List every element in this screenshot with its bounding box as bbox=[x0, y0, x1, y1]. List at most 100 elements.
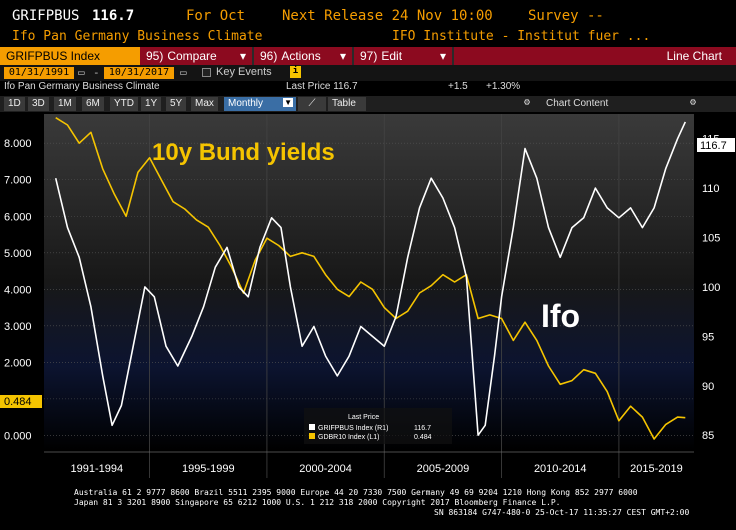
chart-content-button[interactable]: Chart Content bbox=[546, 98, 609, 109]
line-chart: 8.0007.0006.0005.0004.0003.0002.0001.000… bbox=[0, 114, 735, 478]
ticker-header: GRIFPBUS 116.7 For Oct Next Release 24 N… bbox=[0, 8, 736, 28]
range-dash: - bbox=[93, 66, 100, 79]
key-events-checkbox[interactable] bbox=[202, 68, 211, 77]
actions-label: Actions bbox=[281, 49, 321, 63]
end-date-input[interactable]: 10/31/2017 bbox=[104, 67, 174, 79]
left-tick-label: 3.000 bbox=[4, 321, 32, 333]
right-tick-label: 105 bbox=[702, 233, 720, 245]
chevron-down-icon: ▾ bbox=[239, 49, 246, 63]
edit-button[interactable]: 97) Edit ▾ bbox=[354, 47, 452, 65]
right-last-value: 116.7 bbox=[700, 140, 727, 152]
chevron-down-icon: ▼ bbox=[283, 98, 293, 107]
calendar-icon[interactable]: ▭ bbox=[78, 66, 85, 79]
security-field[interactable]: GRIFPBUS Index bbox=[0, 47, 140, 65]
period-ytd-button[interactable]: YTD bbox=[110, 97, 138, 111]
period-3d-button[interactable]: 3D bbox=[28, 97, 49, 111]
start-date-input[interactable]: 01/31/1991 bbox=[4, 67, 74, 79]
left-tick-label: 6.000 bbox=[4, 211, 32, 223]
table-button[interactable]: Table bbox=[328, 97, 366, 111]
left-tick-label: 7.000 bbox=[4, 175, 32, 187]
plot-background bbox=[44, 114, 694, 450]
left-tick-label: 0.000 bbox=[4, 430, 32, 442]
x-tick-label: 2000-2004 bbox=[299, 463, 352, 475]
series-change: +1.5 bbox=[448, 81, 468, 92]
right-tick-label: 100 bbox=[702, 282, 720, 294]
right-last-value-box bbox=[697, 138, 735, 152]
annotation-bund-yields: 10y Bund yields bbox=[152, 139, 335, 166]
period-6m-button[interactable]: 6M bbox=[82, 97, 104, 111]
period-1d-button[interactable]: 1D bbox=[4, 97, 25, 111]
chart-type-button[interactable]: Line Chart bbox=[454, 47, 736, 65]
period-label: For Oct bbox=[186, 8, 246, 24]
footer: Australia 61 2 9777 8600 Brazil 5511 239… bbox=[0, 486, 736, 530]
x-tick-label: 2010-2014 bbox=[534, 463, 587, 475]
edit-shortcut: 97) bbox=[360, 49, 378, 63]
ticker-price: 116.7 bbox=[92, 8, 135, 24]
legend-value-bund: 0.484 bbox=[414, 434, 432, 441]
compare-shortcut: 95) bbox=[146, 49, 164, 63]
right-last-value-tag: 116.7 bbox=[697, 138, 735, 152]
calendar-icon[interactable]: ▭ bbox=[180, 66, 187, 79]
actions-shortcut: 96) bbox=[260, 49, 278, 63]
series-lines bbox=[54, 117, 687, 440]
actions-button[interactable]: 96) Actions ▾ bbox=[254, 47, 352, 65]
legend-box bbox=[304, 408, 452, 444]
left-tick-label: 2.000 bbox=[4, 357, 32, 369]
edit-label: Edit bbox=[381, 49, 403, 63]
left-tick-label: 5.000 bbox=[4, 248, 32, 260]
left-last-value-box bbox=[0, 395, 42, 408]
settings-gear-icon[interactable]: ⚙ bbox=[690, 97, 697, 108]
x-tick-label: 2005-2009 bbox=[417, 463, 470, 475]
legend-label-ifo: GRIFPBUS Index (R1) bbox=[318, 425, 388, 432]
right-tick-label: 90 bbox=[702, 381, 714, 393]
security-description: Ifo Pan Germany Business Climate IFO Ins… bbox=[0, 29, 736, 47]
function-toolbar: GRIFPBUS Index 95) Compare ▾ 96) Actions ▾ 9… bbox=[0, 47, 736, 65]
x-axis: 1991-1994 1995-1999 2000-2004 2005-2009 2010… bbox=[70, 463, 682, 475]
legend-swatch-ifo bbox=[309, 424, 315, 430]
legend-label-bund: GDBR10 Index (L1) bbox=[318, 434, 379, 441]
annotation-ifo: Ifo bbox=[541, 298, 580, 334]
right-tick-label: 110 bbox=[702, 183, 720, 195]
footer-phones-copyright: Japan 81 3 3201 8900 Singapore 65 6212 1… bbox=[74, 498, 561, 507]
right-tick-label: 95 bbox=[702, 331, 714, 343]
period-1y-button[interactable]: 1Y bbox=[141, 97, 162, 111]
line-chart-icon[interactable]: ⟋ bbox=[298, 97, 326, 111]
left-tick-label: 8.000 bbox=[4, 138, 32, 150]
left-last-value-tag: 0.484 bbox=[0, 395, 42, 408]
legend-value-ifo: 116.7 bbox=[414, 425, 431, 432]
key-events-label: Key Events bbox=[216, 66, 272, 78]
grid bbox=[44, 142, 694, 436]
survey-label: Survey -- bbox=[528, 8, 604, 24]
series-pct-change: +1.30% bbox=[486, 81, 521, 92]
gear-icon[interactable]: ⚙ bbox=[524, 97, 531, 108]
ticker-symbol: GRIFPBUS bbox=[12, 8, 80, 24]
left-tick-label: 4.000 bbox=[4, 284, 32, 296]
security-source: IFO Institute - Institut fuer ... bbox=[392, 29, 651, 44]
legend-swatch-bund bbox=[309, 433, 315, 439]
frequency-select[interactable]: Monthly ▼ bbox=[224, 97, 296, 111]
info-icon[interactable]: i bbox=[290, 66, 301, 78]
compare-button[interactable]: 95) Compare ▾ bbox=[140, 47, 252, 65]
right-axis: 115110105100959085 bbox=[702, 134, 720, 442]
period-bar: 1D 3D 1M 6M YTD 1Y 5Y Max Monthly ▼ ⟋ Tab… bbox=[0, 96, 736, 112]
left-last-value: 0.484 bbox=[4, 396, 32, 408]
compare-label: Compare bbox=[167, 49, 217, 63]
bund-yield-line bbox=[55, 117, 686, 440]
series-info: Ifo Pan Germany Business Climate Last Pr… bbox=[0, 81, 736, 95]
frequency-label: Monthly bbox=[228, 98, 264, 109]
x-tick-label: 2015-2019 bbox=[630, 463, 683, 475]
period-5y-button[interactable]: 5Y bbox=[166, 97, 187, 111]
period-1m-button[interactable]: 1M bbox=[54, 97, 76, 111]
date-range-bar: 01/31/1991 ▭ - 10/31/2017 ▭ Key Events i bbox=[0, 65, 736, 81]
chevron-down-icon: ▾ bbox=[439, 49, 446, 63]
footer-phones: Australia 61 2 9777 8600 Brazil 5511 239… bbox=[74, 488, 638, 497]
chevron-down-icon: ▾ bbox=[339, 49, 346, 63]
legend: Last Price GRIFPBUS Index (R1) 116.7 GDB… bbox=[304, 408, 452, 444]
period-max-button[interactable]: Max bbox=[191, 97, 218, 111]
series-last-price: Last Price 116.7 bbox=[286, 81, 358, 92]
ifo-line bbox=[54, 121, 687, 437]
x-tick-label: 1995-1999 bbox=[182, 463, 235, 475]
security-name: Ifo Pan Germany Business Climate bbox=[12, 29, 263, 44]
footer-session: SN 863184 G747-480-0 25-Oct-17 11:35:27 … bbox=[434, 508, 690, 517]
x-tick-label: 1991-1994 bbox=[70, 463, 123, 475]
